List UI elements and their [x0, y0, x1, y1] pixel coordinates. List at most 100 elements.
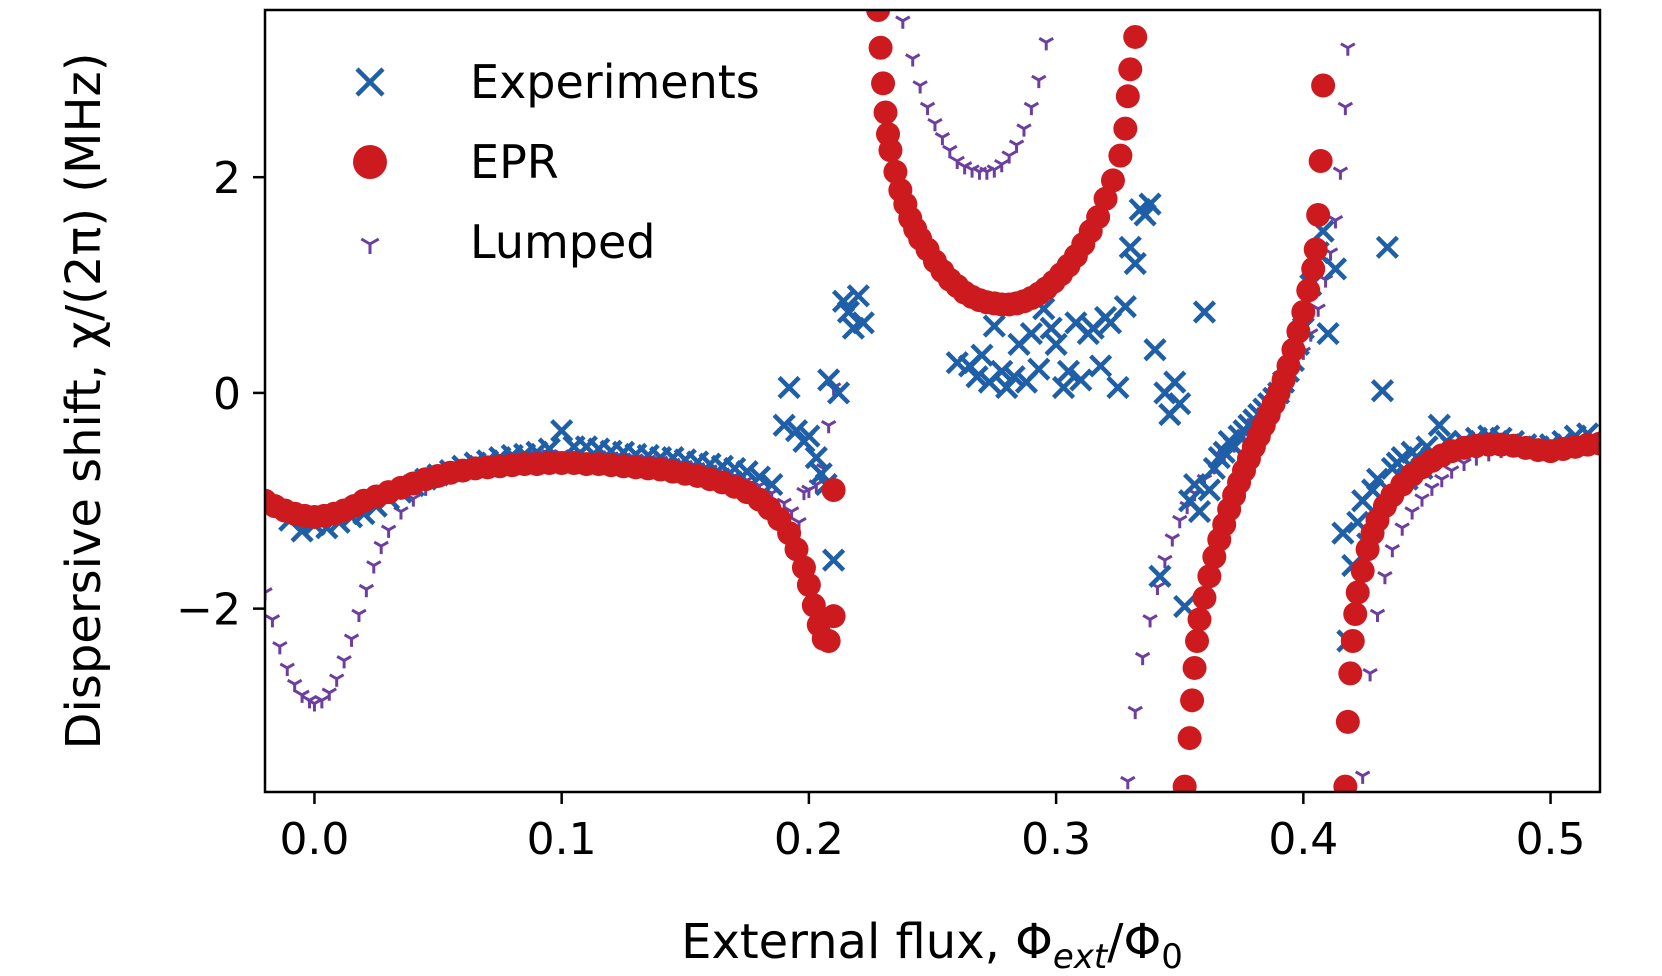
lumped-point	[994, 158, 1010, 173]
lumped-point	[1443, 465, 1460, 479]
x-tick-label: 0.3	[1021, 814, 1091, 865]
lumped-point	[912, 80, 928, 94]
experiments-point	[1182, 473, 1207, 497]
epr-point	[1333, 774, 1358, 792]
experiments-point	[1331, 521, 1355, 545]
epr-point	[816, 628, 841, 653]
lumped-point	[1164, 533, 1181, 547]
lumped-point	[1384, 544, 1401, 558]
lumped-point	[919, 101, 936, 116]
legend-dot-mark	[353, 145, 387, 179]
x-tick-label: 0.4	[1268, 814, 1338, 865]
experiments-point	[1118, 235, 1142, 259]
lumped-point	[1127, 705, 1143, 720]
experiments-point	[1163, 370, 1187, 394]
experiments-point	[1192, 300, 1217, 324]
lumped-point	[321, 687, 337, 701]
experiments-point	[1370, 379, 1395, 403]
epr-point	[1306, 202, 1331, 227]
epr-point	[868, 35, 893, 60]
lumped-point	[1172, 514, 1188, 529]
experiments-point	[784, 419, 809, 443]
lumped-point	[1354, 770, 1371, 784]
y-tick-label: 2	[213, 153, 241, 204]
lumped-point	[314, 695, 330, 709]
experiments-point	[982, 314, 1006, 338]
epr-point	[821, 604, 846, 629]
experiments-point	[1138, 192, 1162, 216]
lumped-point	[1377, 570, 1393, 585]
epr-point	[1311, 73, 1336, 98]
epr-point	[796, 572, 821, 597]
epr-point	[1086, 205, 1111, 230]
lumped-point	[366, 560, 382, 574]
epr-point	[801, 593, 826, 618]
legend-marker-experiments	[355, 67, 385, 97]
lumped-point	[1434, 473, 1450, 488]
lumped-point	[905, 53, 921, 67]
lumped-point	[1134, 651, 1151, 666]
epr-point	[1588, 431, 1600, 456]
experiments-point	[1187, 499, 1212, 524]
series-epr	[265, 10, 1600, 792]
experiments-point	[550, 419, 574, 443]
x-tick-label: 0.1	[527, 814, 597, 865]
lumped-point	[294, 689, 310, 703]
epr-point	[1335, 709, 1360, 734]
legend-item-epr: EPR	[353, 135, 559, 189]
experiments-point	[1148, 564, 1172, 588]
legend-marker-epr	[353, 145, 387, 179]
lumped-point	[949, 155, 965, 170]
lumped-point	[286, 678, 303, 693]
lumped-point	[393, 506, 409, 520]
lumped-point	[1362, 668, 1378, 682]
lumped-point	[351, 608, 367, 623]
experiments-point	[1027, 357, 1051, 381]
epr-point	[1286, 319, 1311, 344]
x-axis-label: External flux, Φext/Φ0	[681, 914, 1183, 976]
epr-point	[1291, 300, 1316, 325]
lumped-point	[927, 117, 943, 132]
lumped-point	[265, 614, 281, 628]
lumped-point	[1404, 506, 1420, 520]
epr-point	[1108, 143, 1133, 168]
lumped-point	[1456, 457, 1472, 472]
lumped-point	[895, 15, 911, 29]
experiments-point	[1051, 375, 1076, 400]
epr-point	[871, 71, 896, 96]
experiments-point	[1113, 295, 1137, 319]
experiments-point	[804, 446, 828, 470]
epr-point	[1345, 580, 1370, 605]
y-axis-ticks: −2 0 2	[176, 153, 265, 636]
experiments-point	[1427, 413, 1451, 437]
experiments-point	[1106, 375, 1130, 400]
experiments-point	[1197, 478, 1221, 502]
experiments-point	[1316, 321, 1340, 346]
experiments-point	[1375, 235, 1399, 259]
lumped-point	[272, 641, 288, 655]
experiments-point	[846, 284, 870, 308]
legend: Experiments EPR Lumped	[353, 55, 760, 269]
plot-frame	[263, 8, 1602, 794]
experiments-point	[1323, 257, 1348, 281]
epr-point	[1197, 564, 1222, 589]
epr-point	[1177, 726, 1202, 751]
epr-point	[873, 100, 898, 125]
y-tick-label: 0	[213, 369, 241, 420]
experiments-point	[1365, 467, 1390, 491]
lumped-point	[1424, 482, 1440, 496]
lumped-point	[1031, 74, 1047, 89]
experiments-point	[1019, 321, 1043, 346]
experiments-point	[1044, 332, 1068, 356]
lumped-point	[1001, 150, 1017, 164]
epr-point	[1192, 585, 1217, 610]
legend-label-lumped: Lumped	[470, 215, 655, 269]
experiments-point	[990, 359, 1014, 383]
epr-point	[821, 477, 846, 502]
experiments-point	[970, 343, 994, 367]
experiments-point	[822, 548, 846, 572]
lumped-point	[1023, 101, 1040, 116]
y-axis-label: Dispersive shift, χ/(2π) (MHz)	[56, 53, 112, 750]
experiments-point	[826, 381, 851, 405]
epr-point	[1281, 337, 1306, 362]
